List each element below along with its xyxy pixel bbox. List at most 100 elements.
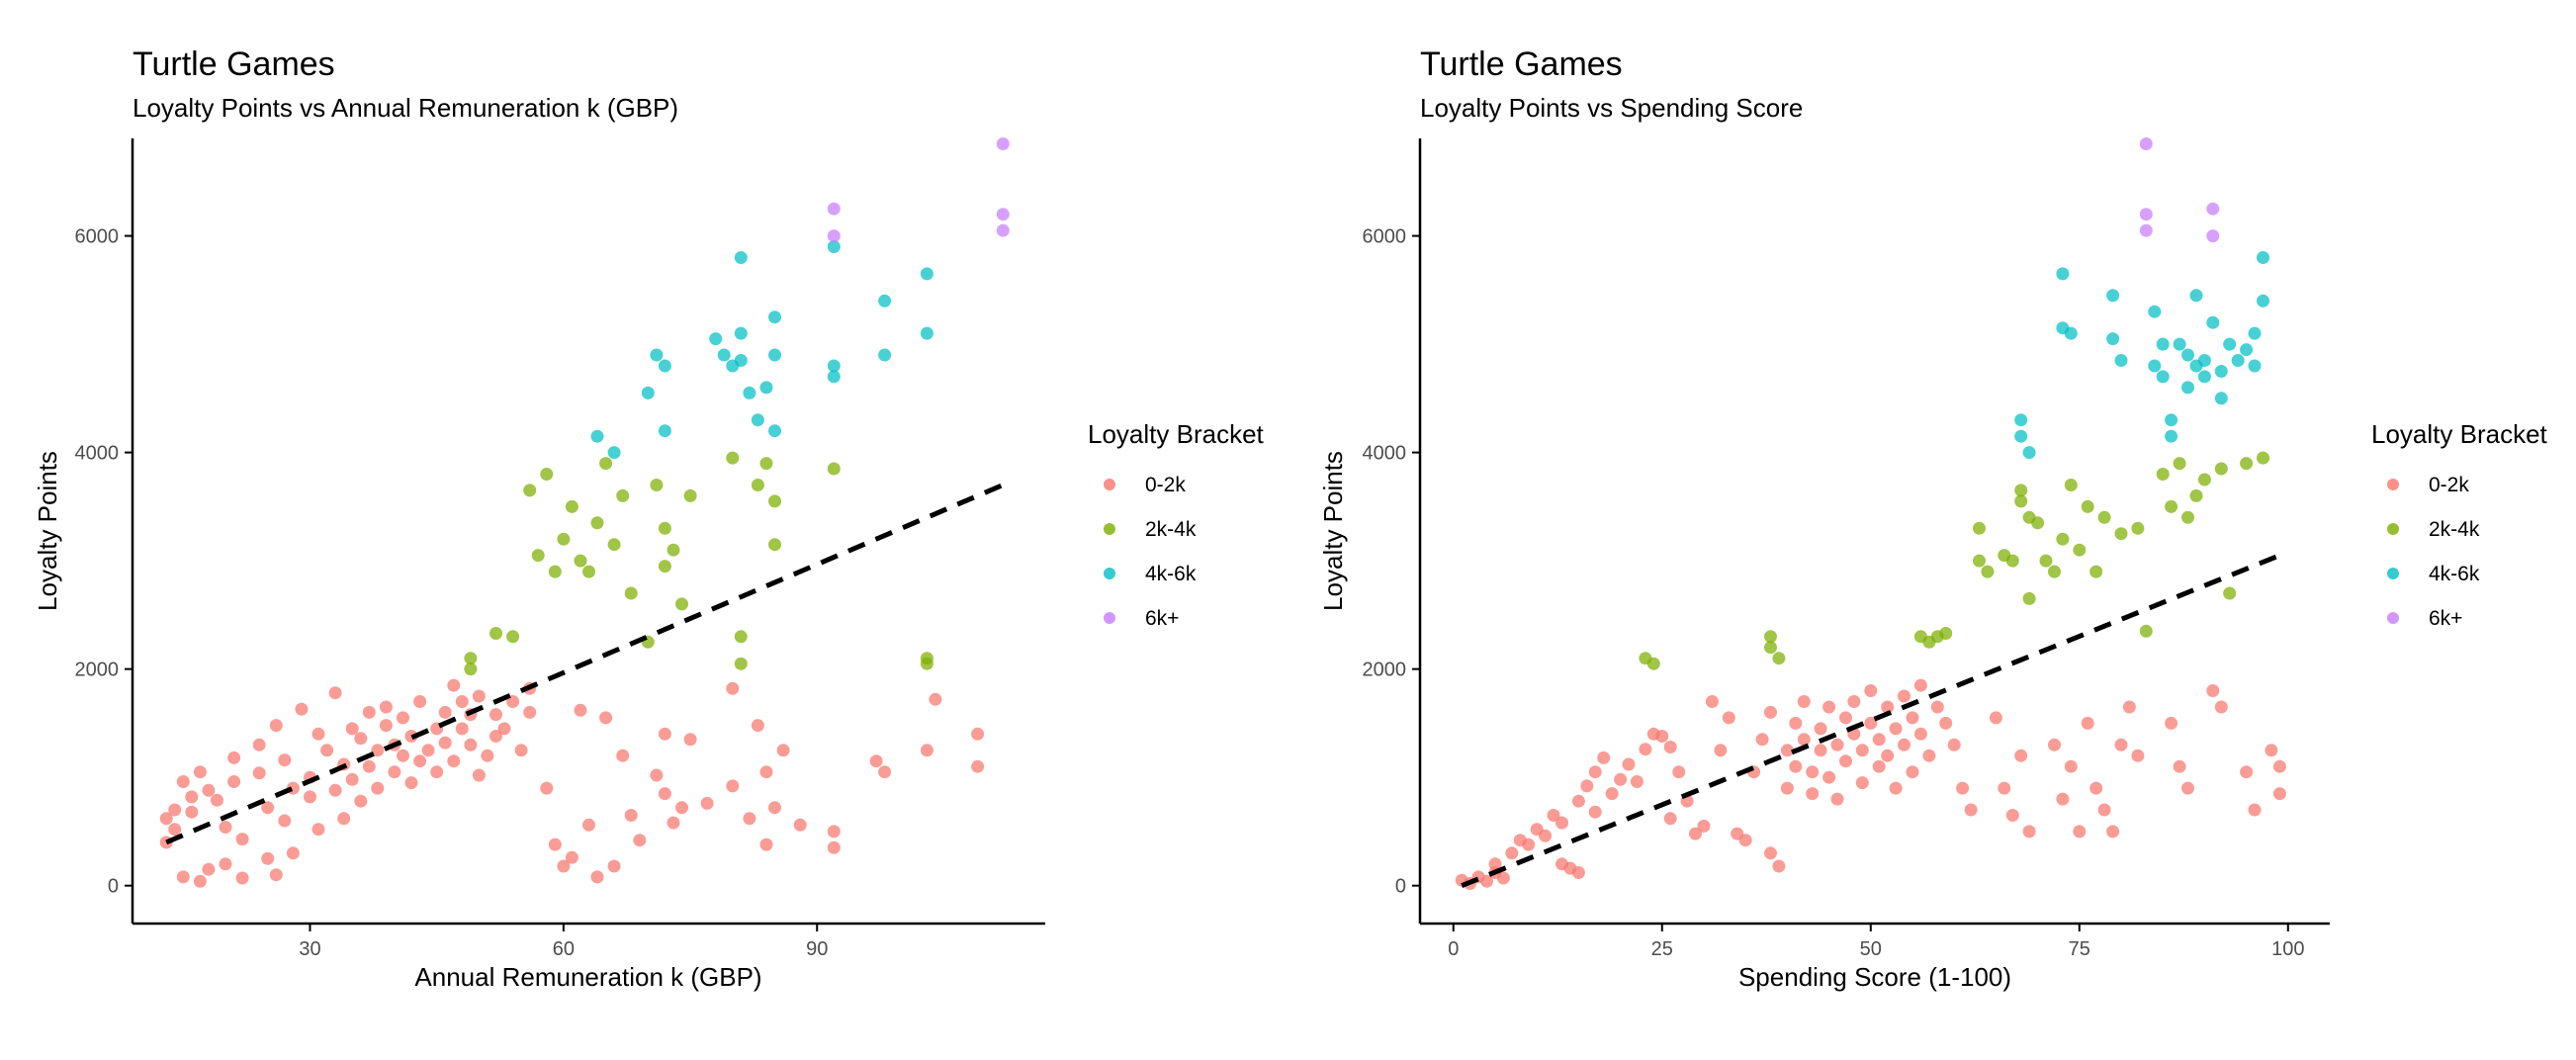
point-0-2k bbox=[793, 818, 807, 832]
point-0-2k bbox=[397, 749, 409, 762]
point-4k-6k bbox=[2181, 348, 2194, 362]
point-2k-4k bbox=[1939, 627, 1953, 640]
point-0-2k bbox=[1714, 744, 1728, 757]
point-0-2k bbox=[413, 695, 427, 708]
point-0-2k bbox=[658, 787, 671, 801]
point-0-2k bbox=[2081, 716, 2094, 730]
point-4k-6k bbox=[2156, 337, 2170, 351]
y-tick-label: 2000 bbox=[75, 660, 120, 681]
point-0-2k bbox=[168, 823, 182, 837]
point-4k-6k bbox=[658, 359, 671, 373]
point-0-2k bbox=[2005, 809, 2019, 822]
point-4k-6k bbox=[2173, 337, 2186, 351]
legend-swatch-4k-6k bbox=[2387, 568, 2399, 579]
point-2k-4k bbox=[1973, 554, 1986, 568]
point-0-2k bbox=[1806, 787, 1820, 801]
legend-label-6k-plus: 6k+ bbox=[2429, 607, 2462, 630]
point-2k-4k bbox=[1764, 641, 1777, 655]
point-2k-4k bbox=[2257, 451, 2269, 465]
point-0-2k bbox=[1663, 741, 1677, 753]
point-0-2k bbox=[379, 700, 393, 714]
point-6k-plus bbox=[2139, 223, 2153, 237]
point-0-2k bbox=[354, 732, 368, 746]
point-0-2k bbox=[683, 733, 697, 747]
point-0-2k bbox=[252, 766, 266, 780]
point-0-2k bbox=[159, 812, 173, 826]
legend-label-4k-6k: 4k-6k bbox=[1145, 563, 1197, 585]
legend-swatch-4k-6k bbox=[1104, 568, 1115, 579]
point-2k-4k bbox=[2189, 488, 2203, 502]
point-4k-6k bbox=[878, 348, 892, 362]
point-4k-6k bbox=[717, 348, 731, 362]
x-tick-label: 60 bbox=[553, 938, 575, 960]
point-0-2k bbox=[2122, 700, 2136, 714]
point-4k-6k bbox=[2114, 354, 2128, 367]
point-4k-6k bbox=[2156, 370, 2170, 384]
point-0-2k bbox=[878, 765, 892, 779]
point-0-2k bbox=[2248, 803, 2262, 817]
point-0-2k bbox=[1989, 711, 2002, 725]
point-0-2k bbox=[1764, 846, 1777, 860]
point-6k-plus bbox=[2139, 137, 2153, 150]
point-0-2k bbox=[1797, 695, 1811, 708]
point-0-2k bbox=[1898, 689, 1910, 703]
point-4k-6k bbox=[2248, 359, 2262, 373]
point-0-2k bbox=[1830, 792, 1844, 806]
legend-swatch-2k-4k bbox=[2387, 523, 2399, 535]
legend-title: Loyalty Bracket bbox=[2371, 419, 2548, 449]
point-0-2k bbox=[1922, 749, 1936, 762]
y-tick-label: 0 bbox=[1395, 876, 1406, 898]
point-0-2k bbox=[1480, 874, 1493, 888]
x-tick-label: 0 bbox=[1448, 938, 1459, 960]
point-0-2k bbox=[235, 871, 249, 885]
point-4k-6k bbox=[920, 267, 933, 281]
point-0-2k bbox=[1738, 834, 1752, 847]
point-4k-6k bbox=[768, 424, 781, 438]
point-0-2k bbox=[1522, 838, 1536, 851]
point-2k-4k bbox=[759, 457, 773, 471]
point-0-2k bbox=[540, 781, 554, 795]
point-0-2k bbox=[1496, 871, 1510, 885]
point-0-2k bbox=[768, 801, 781, 815]
point-4k-6k bbox=[641, 386, 655, 399]
point-0-2k bbox=[304, 790, 316, 804]
point-0-2k bbox=[438, 705, 452, 719]
point-2k-4k bbox=[2156, 468, 2170, 481]
point-0-2k bbox=[1488, 857, 1502, 871]
point-0-2k bbox=[1622, 757, 1636, 771]
point-2k-4k bbox=[1981, 565, 1995, 578]
point-4k-6k bbox=[650, 348, 664, 362]
point-4k-6k bbox=[2148, 305, 2162, 318]
point-2k-4k bbox=[599, 457, 613, 471]
point-2k-4k bbox=[2240, 457, 2254, 471]
point-0-2k bbox=[227, 775, 241, 788]
x-tick-label: 25 bbox=[1651, 938, 1673, 960]
point-4k-6k bbox=[2197, 370, 2211, 384]
point-4k-6k bbox=[920, 326, 933, 340]
point-4k-6k bbox=[2181, 381, 2194, 395]
point-0-2k bbox=[1872, 733, 1886, 747]
point-4k-6k bbox=[768, 348, 781, 362]
point-0-2k bbox=[371, 781, 385, 795]
point-0-2k bbox=[1864, 716, 1878, 730]
point-0-2k bbox=[1755, 733, 1769, 747]
point-0-2k bbox=[1630, 775, 1643, 788]
point-0-2k bbox=[168, 803, 182, 817]
point-4k-6k bbox=[2189, 289, 2203, 303]
point-0-2k bbox=[1947, 738, 1961, 751]
point-0-2k bbox=[2048, 738, 2061, 751]
point-0-2k bbox=[971, 759, 985, 773]
point-0-2k bbox=[481, 749, 494, 762]
y-tick-label: 0 bbox=[108, 876, 119, 898]
point-0-2k bbox=[362, 759, 376, 773]
point-0-2k bbox=[219, 821, 232, 834]
point-2k-4k bbox=[650, 479, 664, 491]
point-0-2k bbox=[1588, 805, 1602, 819]
point-0-2k bbox=[2022, 825, 2036, 839]
point-4k-6k bbox=[2248, 326, 2262, 340]
point-4k-6k bbox=[827, 370, 841, 384]
legend-label-6k-plus: 6k+ bbox=[1145, 607, 1179, 630]
point-0-2k bbox=[2073, 825, 2087, 839]
point-0-2k bbox=[1580, 779, 1594, 793]
